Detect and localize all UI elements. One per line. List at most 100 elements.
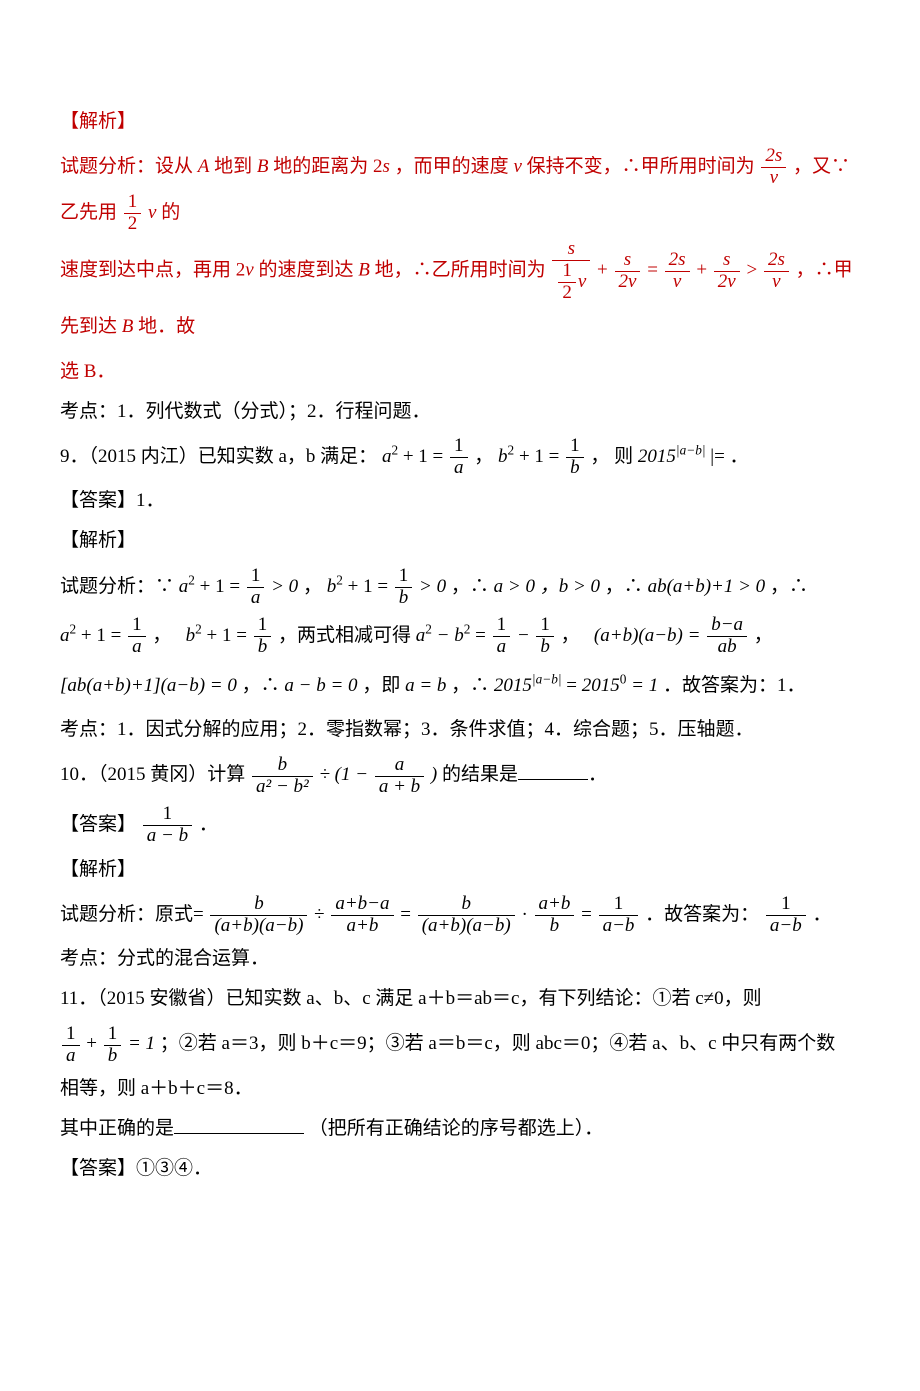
- den: a: [493, 637, 511, 658]
- den: b: [535, 916, 575, 937]
- t: ，∴: [451, 675, 489, 696]
- num: b−a: [707, 615, 747, 637]
- t: 试题分析：∵: [60, 576, 174, 597]
- p9-line2: a2 + 1 = 1 a ， b2 + 1 = 1 b ，两式相减可得 a2 −…: [60, 613, 860, 659]
- bgt0: ，b > 0: [540, 576, 600, 597]
- plus: +: [597, 260, 608, 281]
- den: ab: [707, 637, 747, 658]
- v: v: [245, 260, 253, 281]
- num: 1: [124, 192, 142, 214]
- frac-half: 1 2: [124, 192, 142, 235]
- div: ÷ (1 −: [319, 764, 372, 785]
- b: b: [327, 576, 337, 597]
- v: v: [148, 202, 156, 223]
- frac-s3: b (a+b)(a−b): [418, 894, 515, 937]
- den: a: [62, 1046, 80, 1067]
- p10-answer: 【答案】 1 a − b ．: [60, 802, 860, 848]
- exp: |a−b|: [532, 671, 562, 686]
- t: ．: [588, 764, 607, 785]
- sq: 2: [188, 572, 195, 587]
- frac-ans2: 1 a−b: [766, 894, 806, 937]
- den: a−b: [599, 916, 639, 937]
- p8-line1: 试题分析：设从 A 地到 B 地的距离为 2s ，而甲的速度 v 保持不变，∴甲…: [60, 144, 860, 235]
- num: 1: [493, 615, 511, 637]
- a: a: [179, 576, 189, 597]
- num: s: [615, 250, 641, 272]
- den: a+b: [331, 916, 393, 937]
- den: a − b: [143, 826, 192, 847]
- den: b: [566, 458, 584, 479]
- gt0: > 0: [419, 576, 446, 597]
- close: ): [431, 764, 437, 785]
- c: ，: [590, 446, 609, 467]
- t: |= ．: [710, 446, 748, 467]
- t: ，∴: [605, 576, 643, 597]
- num: b: [418, 894, 515, 916]
- den: b: [104, 1046, 122, 1067]
- t: ．故答案为：1．: [663, 675, 806, 696]
- blank: [518, 760, 588, 780]
- p11-stem-a: 11．（2015 安徽省）已知实数 a、b、c 满足 a＋b＝ab＝c，有下列结…: [60, 981, 860, 1017]
- frac-2s-v: 2s v: [761, 146, 786, 189]
- den: b: [536, 637, 554, 658]
- t: 试题分析：原式=: [60, 904, 204, 925]
- 2015: 2015: [638, 446, 676, 467]
- B: B: [257, 156, 269, 177]
- t: 9．（2015 内江）已知实数 a，b 满足：: [60, 446, 377, 467]
- den: a−b: [766, 916, 806, 937]
- t: 地，∴乙所用时间为: [375, 260, 546, 281]
- p11-stem-c: 相等，则 a＋b＋c＝8．: [60, 1071, 860, 1107]
- den: 2v: [714, 272, 740, 293]
- frac-1-b: 1 b: [566, 436, 584, 479]
- t: 地的距离为 2: [273, 156, 382, 177]
- minus: −: [517, 625, 530, 646]
- p9-answer: 【答案】1．: [60, 483, 860, 519]
- den: a: [450, 458, 468, 479]
- minus: −: [437, 625, 450, 646]
- t: ，即: [362, 675, 400, 696]
- den: (a+b)(a−b): [210, 916, 307, 937]
- eq1: = 1: [631, 675, 658, 696]
- frac-s1: b (a+b)(a−b): [210, 894, 307, 937]
- den: a + b: [375, 777, 424, 798]
- exp: |a−b|: [676, 442, 706, 457]
- frac-2: a a + b: [375, 755, 424, 798]
- num: b: [210, 894, 307, 916]
- c: ，: [303, 576, 322, 597]
- t: 则: [614, 446, 633, 467]
- num: 1: [599, 894, 639, 916]
- p11-stem-b: 1 a + 1 b = 1 ；②若 a＝3，则 b＋c＝9；③若 a＝b＝c，则…: [60, 1021, 860, 1067]
- frac-2s-v-3: 2s v: [764, 250, 789, 293]
- eq: =: [581, 904, 596, 925]
- dot: ·: [521, 904, 532, 925]
- num: a+b: [535, 894, 575, 916]
- den: a: [128, 637, 146, 658]
- t: ．故答案为：: [645, 904, 759, 925]
- c: ，: [754, 625, 773, 646]
- B: B: [122, 316, 134, 337]
- p8-line3: 选 B．: [60, 354, 860, 390]
- sq: 2: [425, 622, 432, 637]
- num: 1: [536, 615, 554, 637]
- t: ．: [199, 814, 218, 835]
- frac-ba-ab: b−a ab: [707, 615, 747, 658]
- frac-s-halfv: s 1 2 v: [552, 239, 590, 304]
- b: b: [186, 625, 196, 646]
- p10-analysis-head: 【解析】: [60, 852, 860, 888]
- frac-1-a: 1 a: [493, 615, 511, 658]
- den: a² − b²: [252, 777, 313, 798]
- p10-line1: 试题分析：原式= b (a+b)(a−b) ÷ a+b−a a+b = b (a…: [60, 892, 860, 938]
- t: 的结果是: [442, 764, 518, 785]
- a: a: [60, 625, 70, 646]
- den: (a+b)(a−b): [418, 916, 515, 937]
- den: 1 2 v: [552, 261, 590, 304]
- num: 2s: [761, 146, 786, 168]
- t: ．: [812, 904, 831, 925]
- a: a: [416, 625, 426, 646]
- A: A: [198, 156, 210, 177]
- factor: (a+b)(a−b) =: [594, 625, 705, 646]
- v: v: [578, 271, 586, 292]
- p1: + 1 =: [398, 446, 448, 467]
- sq: 2: [336, 572, 343, 587]
- den: v: [665, 272, 690, 293]
